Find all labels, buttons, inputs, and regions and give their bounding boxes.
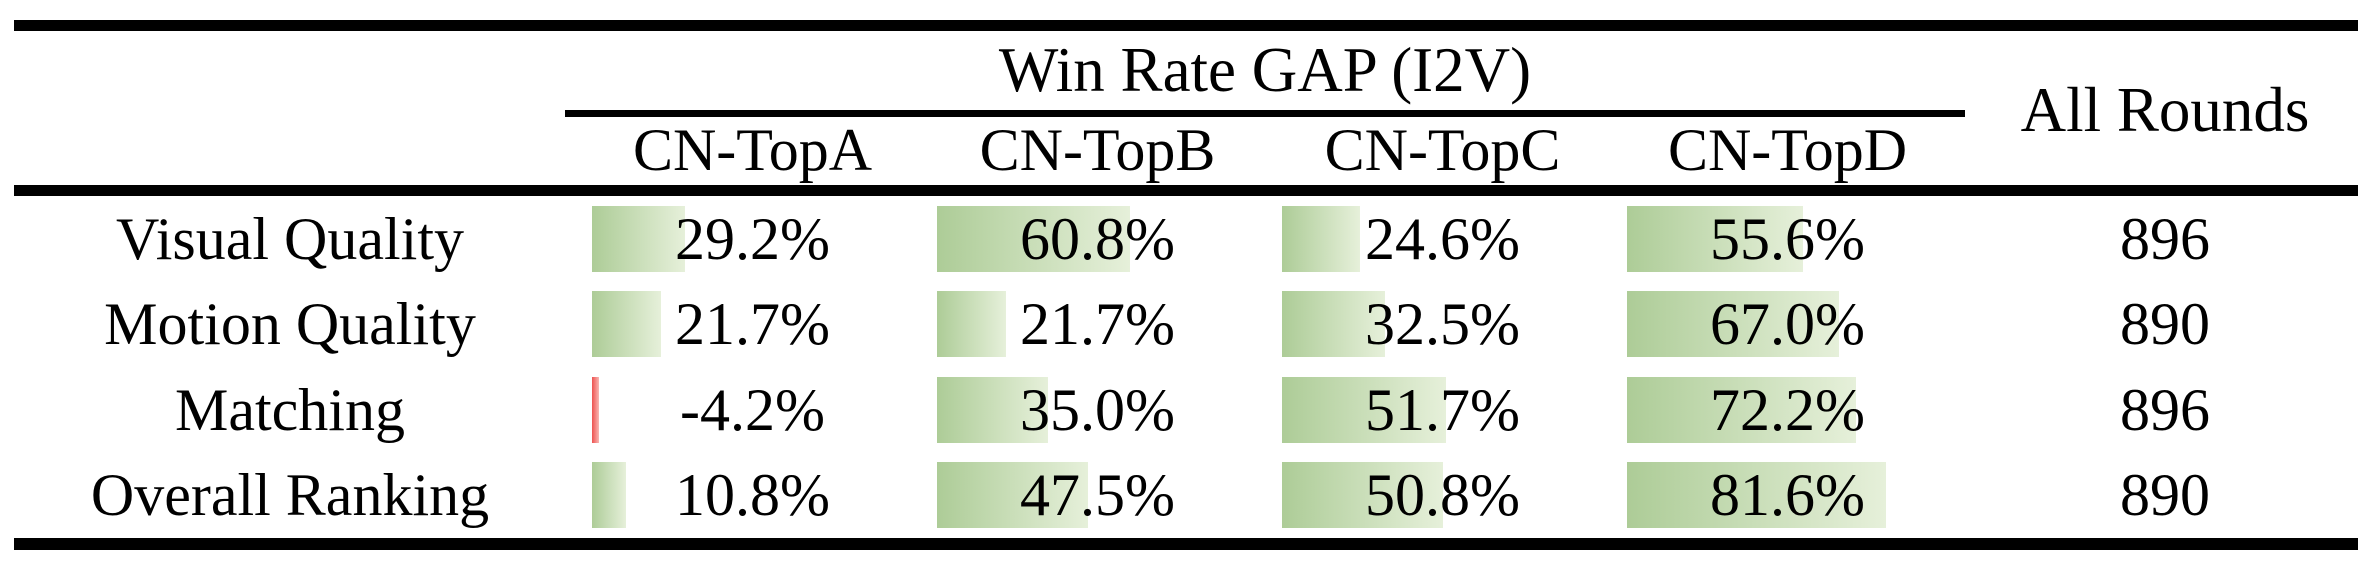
value-text: 60.8% (1020, 205, 1175, 272)
value-text: 47.5% (1020, 461, 1175, 528)
all-rounds-value: 890 (2120, 461, 2210, 528)
value-cell: 35.0% (925, 367, 1270, 453)
table-rule-top (14, 20, 2358, 31)
value-text: 51.7% (1365, 376, 1520, 443)
table-row: Matching -4.2% 35.0% 51.7% 72.2% 896 (0, 367, 2374, 453)
data-bar (592, 291, 661, 357)
group-header-title: Win Rate GAP (I2V) (998, 35, 1532, 105)
column-header-cn-topd: CN-TopD (1667, 116, 1908, 183)
value-cell: 21.7% (925, 281, 1270, 367)
column-header-cn-topb: CN-TopB (979, 116, 1216, 183)
data-bar (1627, 206, 1804, 272)
all-rounds-value: 890 (2120, 290, 2210, 357)
value-cell: -4.2% (580, 367, 925, 453)
data-bar (592, 462, 627, 528)
all-rounds-value: 896 (2120, 376, 2210, 443)
table-rule-under-group-header (565, 110, 1965, 117)
value-cell: 60.8% (925, 196, 1270, 282)
data-bar (1627, 291, 1840, 357)
value-cell: 81.6% (1615, 452, 1960, 538)
value-cell: 21.7% (580, 281, 925, 367)
value-text: 35.0% (1020, 376, 1175, 443)
value-cell: 29.2% (580, 196, 925, 282)
value-text: 72.2% (1710, 376, 1865, 443)
value-text: -4.2% (680, 376, 825, 443)
data-bar (937, 462, 1088, 528)
row-label: Matching (175, 376, 405, 443)
table-row: Visual Quality 29.2% 60.8% 24.6% 55.6% 8… (0, 196, 2374, 282)
value-cell: 47.5% (925, 452, 1270, 538)
table-row: Motion Quality 21.7% 21.7% 32.5% 67.0% 8… (0, 281, 2374, 367)
value-text: 29.2% (675, 205, 830, 272)
value-cell: 50.8% (1270, 452, 1615, 538)
data-bar (1282, 206, 1360, 272)
table-rule-under-headers (14, 185, 2358, 196)
value-cell: 55.6% (1615, 196, 1960, 282)
data-bar (937, 291, 1006, 357)
value-cell: 51.7% (1270, 367, 1615, 453)
value-text: 10.8% (675, 461, 830, 528)
all-rounds-header: All Rounds (2020, 74, 2310, 145)
value-text: 24.6% (1365, 205, 1520, 272)
value-text: 55.6% (1710, 205, 1865, 272)
row-label: Visual Quality (115, 205, 465, 272)
column-header-cn-topc: CN-TopC (1324, 116, 1561, 183)
row-label: Overall Ranking (90, 461, 490, 528)
row-label: Motion Quality (104, 290, 476, 357)
value-text: 67.0% (1710, 290, 1865, 357)
data-bar (1627, 462, 1886, 528)
value-cell: 72.2% (1615, 367, 1960, 453)
value-text: 50.8% (1365, 461, 1520, 528)
data-bar (1282, 377, 1446, 443)
value-text: 32.5% (1365, 290, 1520, 357)
table-row: Overall Ranking 10.8% 47.5% 50.8% 81.6% … (0, 452, 2374, 538)
column-header-cn-topa: CN-TopA (632, 116, 873, 183)
value-text: 21.7% (1020, 290, 1175, 357)
data-bar-negative (592, 377, 599, 443)
value-text: 81.6% (1710, 461, 1865, 528)
value-cell: 24.6% (1270, 196, 1615, 282)
data-bar (1282, 291, 1386, 357)
value-cell: 10.8% (580, 452, 925, 538)
value-cell: 67.0% (1615, 281, 1960, 367)
value-text: 21.7% (675, 290, 830, 357)
all-rounds-value: 896 (2120, 205, 2210, 272)
data-bar (937, 206, 1130, 272)
data-bar (937, 377, 1048, 443)
data-bar (1282, 462, 1444, 528)
value-cell: 32.5% (1270, 281, 1615, 367)
data-bar (592, 206, 685, 272)
table-rule-bottom (14, 538, 2358, 550)
data-bar (1627, 377, 1856, 443)
